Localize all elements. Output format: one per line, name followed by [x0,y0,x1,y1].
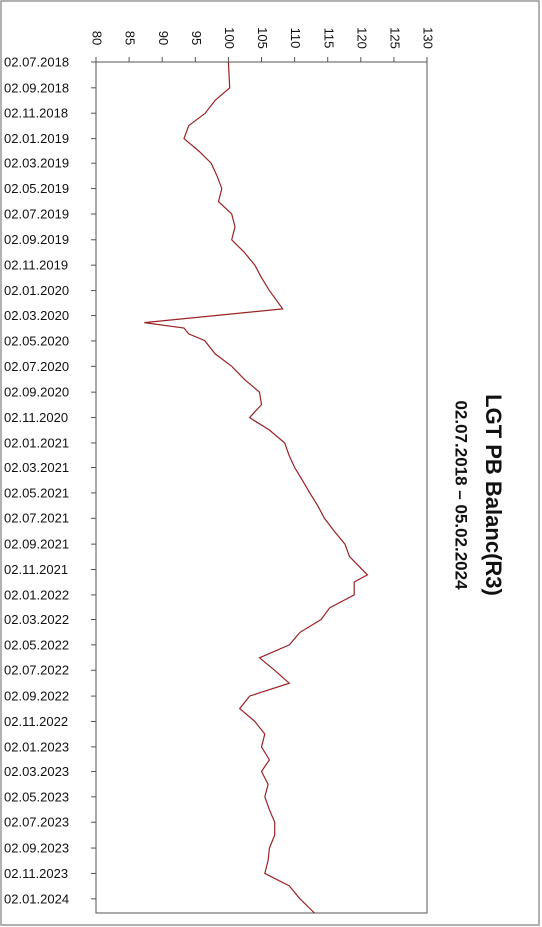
x-tick-label: 02.01.2019 [4,131,69,146]
x-tick-label: 02.03.2019 [4,156,69,171]
x-tick-label: 02.09.2022 [4,689,69,704]
x-tick-label: 02.01.2023 [4,739,69,754]
x-tick-label: 02.05.2020 [4,333,69,348]
plot-area [95,61,428,914]
x-tick-label: 02.05.2021 [4,485,69,500]
x-tick-label: 02.03.2020 [4,308,69,323]
x-tick-label: 02.05.2019 [4,181,69,196]
y-tick-label: 110 [288,28,303,49]
x-tick-label: 02.07.2021 [4,511,69,526]
x-tick-label: 02.09.2020 [4,385,69,400]
y-tick-label: 115 [321,28,336,49]
y-tick-label: 90 [156,31,171,45]
x-tick-label: 02.03.2021 [4,460,69,475]
x-tick-label: 02.07.2018 [4,54,69,69]
x-tick-label: 02.01.2022 [4,587,69,602]
x-tick-label: 02.05.2022 [4,637,69,652]
x-tick-label: 02.05.2023 [4,789,69,804]
data-line [144,61,369,914]
x-tick-label: 02.07.2019 [4,206,69,221]
x-tick-label: 02.01.2021 [4,435,69,450]
y-tick-label: 125 [387,27,402,49]
y-tick-label: 120 [354,27,369,49]
x-tick-label: 02.11.2023 [4,866,68,881]
x-tick-label: 02.03.2023 [4,764,69,779]
x-tick-label: 02.11.2019 [4,258,68,273]
y-tick-label: 105 [255,27,270,49]
y-tick-label: 95 [189,31,204,45]
chart-subtitle: 02.07.2018 – 05.02.2024 [452,400,471,590]
x-tick-label: 02.09.2019 [4,232,69,247]
x-tick-label: 02.01.2024 [4,891,69,906]
x-tick-label: 02.03.2022 [4,612,69,627]
y-tick-label: 85 [123,31,138,45]
x-tick-label: 02.09.2023 [4,840,69,855]
x-tick-label: 02.11.2022 [4,714,68,729]
x-tick-label: 02.09.2018 [4,80,69,95]
x-tick-label: 02.01.2020 [4,283,69,298]
chart-title: LGT PB Balanc(R3) [481,394,506,596]
x-tick-label: 02.07.2023 [4,815,69,830]
x-tick-label: 02.11.2020 [4,410,68,425]
y-tick-label: 100 [222,27,237,49]
x-tick-label: 02.07.2022 [4,663,69,678]
x-tick-label: 02.11.2018 [4,106,68,121]
y-tick-label: 130 [421,27,436,49]
x-tick-label: 02.11.2021 [4,562,68,577]
y-tick-label: 80 [90,31,105,45]
x-tick-label: 02.07.2020 [4,359,69,374]
x-tick-label: 02.09.2021 [4,537,69,552]
